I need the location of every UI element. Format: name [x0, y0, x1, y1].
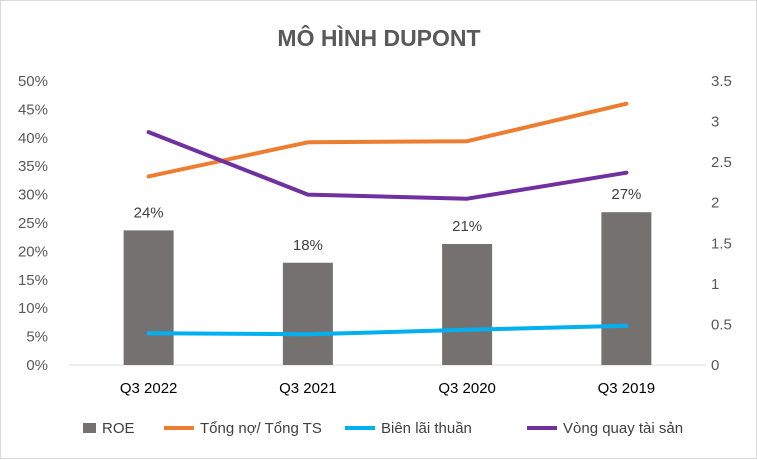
roe-data-label: 18%	[293, 237, 323, 254]
y-left-tick-label: 25%	[18, 215, 48, 232]
y-left-tick-label: 35%	[18, 158, 48, 175]
roe-data-label: 24%	[134, 204, 164, 221]
y-right-tick-label: 2.5	[711, 154, 732, 171]
y-right-tick-label: 1	[711, 276, 719, 293]
legend-label: Vòng quay tài sản	[563, 420, 683, 437]
y-left-tick-label: 50%	[18, 73, 48, 90]
legend-label: ROE	[102, 420, 135, 437]
y-right-tick-label: 3	[711, 114, 719, 131]
roe-bar	[601, 212, 652, 365]
y-right-tick-label: 1.5	[711, 235, 732, 252]
vong-quay-tai-san-line	[146, 130, 629, 201]
x-tick-label: Q3 2019	[598, 380, 656, 397]
y-right-tick-label: 0.5	[711, 316, 732, 333]
y-left-tick-label: 40%	[18, 130, 48, 147]
roe-bar	[282, 262, 333, 365]
y-left-tick-label: 45%	[18, 101, 48, 118]
y-right-tick-label: 0	[711, 357, 719, 374]
roe-data-label: 21%	[452, 218, 482, 235]
roe-bars	[123, 212, 652, 365]
x-tick-label: Q3 2022	[120, 380, 178, 397]
line-series	[146, 101, 629, 337]
y-left-tick-label: 0%	[26, 357, 48, 374]
roe-bar	[442, 244, 493, 365]
y-left-tick-label: 20%	[18, 243, 48, 260]
x-tick-label: Q3 2021	[279, 380, 337, 397]
legend-swatch-bar	[83, 423, 96, 433]
y-left-tick-label: 30%	[18, 187, 48, 204]
y-right-tick-label: 2	[711, 195, 719, 212]
roe-bar	[123, 230, 174, 365]
legend: ROE Tổng nợ/ Tổng TS Biên lãi thuần Vòng qu…	[83, 420, 683, 437]
bien-lai-thuan-line	[146, 323, 629, 337]
legend-label: Biên lãi thuần	[381, 420, 472, 437]
data-labels: 24% 18% 21% 27%	[134, 186, 642, 254]
axes: 0% 5% 10% 15% 20% 25% 30% 35% 40% 45% 50% 0 0.5 1 1.5 2…	[18, 73, 732, 397]
y-right-tick-label: 3.5	[711, 73, 732, 90]
tong-no-tong-ts-line	[146, 101, 629, 179]
chart-title: MÔ HÌNH DUPONT	[277, 24, 480, 51]
y-left-tick-label: 15%	[18, 272, 48, 289]
legend-label: Tổng nợ/ Tổng TS	[200, 420, 322, 437]
y-left-tick-label: 10%	[18, 300, 48, 317]
x-tick-label: Q3 2020	[438, 380, 496, 397]
y-left-tick-label: 5%	[26, 329, 48, 346]
roe-data-label: 27%	[611, 186, 641, 203]
